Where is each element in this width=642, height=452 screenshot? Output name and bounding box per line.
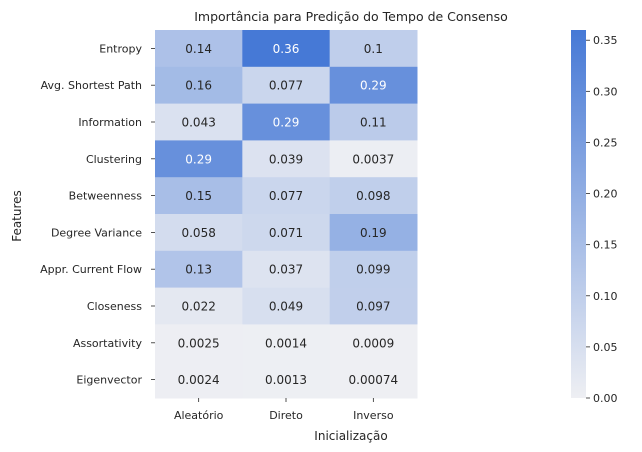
heatmap-cell [155,361,243,399]
heatmap-cell [329,177,418,215]
heatmap-cell [242,30,331,68]
cell-value-label: 0.1 [364,42,383,56]
cell-value-label: 0.039 [269,152,303,166]
heatmap-cell [242,103,331,141]
cell-value-label: 0.29 [273,116,300,130]
cell-value-label: 0.0009 [352,336,394,350]
heatmap-cell [329,214,418,252]
cell-value-label: 0.16 [185,79,212,93]
colorbar-tick-label: 0.30 [593,85,618,98]
cell-value-label: 0.077 [269,189,303,203]
x-tick-labels: Aleatório Direto Inverso [174,398,394,422]
colorbar-tick-label: 0.25 [593,136,618,149]
cell-value-label: 0.022 [181,300,215,314]
heatmap-cell [329,140,418,178]
cell-value-label: 0.29 [185,152,212,166]
y-tick-label: Entropy [99,42,142,55]
cell-value-label: 0.14 [185,42,212,56]
x-tick-label: Inverso [353,409,394,422]
heatmap-cell [242,66,331,105]
heatmap-cell [155,177,243,215]
colorbar-ticks: 0.00 0.05 0.10 0.15 0.20 0.25 0.30 0.35 [586,34,618,405]
heatmap-cell [242,214,331,252]
heatmap-cell [329,287,418,325]
y-tick-labels: Entropy Avg. Shortest Path Information Clus… [40,42,155,387]
cell-value-label: 0.043 [181,116,215,130]
cell-value-label: 0.11 [360,116,387,130]
cell-value-label: 0.049 [269,300,303,314]
heatmap-cell [242,287,331,325]
heatmap-cell [329,30,418,68]
y-tick-label: Clustering [86,153,142,166]
cell-value-label: 0.19 [360,226,387,240]
colorbar-tick-label: 0.15 [593,239,618,252]
cell-value-label: 0.0013 [265,373,307,387]
colorbar-tick-label: 0.35 [593,34,618,47]
y-tick-label: Avg. Shortest Path [41,79,142,92]
heatmap-cell [155,250,243,289]
cell-value-label: 0.0024 [178,373,220,387]
y-tick-label: Information [78,116,142,129]
y-tick-label: Appr. Current Flow [40,263,142,276]
colorbar-tick-label: 0.20 [593,188,618,201]
cell-value-label: 0.0014 [265,336,307,350]
heatmap-cell [155,324,243,362]
heatmap-cell [329,66,418,105]
y-tick-label: Betweenness [69,190,143,203]
heatmap-cell [242,361,331,399]
y-tick-label: Closeness [87,300,142,313]
cell-value-label: 0.15 [185,189,212,203]
cell-value-label: 0.00074 [349,373,399,387]
heatmap-cell [329,103,418,141]
x-axis-label: Inicialização [314,429,387,443]
heatmap-cell [155,214,243,252]
heatmap-cell [155,287,243,325]
cell-value-label: 0.0025 [178,336,220,350]
cell-value-label: 0.037 [269,263,303,277]
cell-value-label: 0.13 [185,263,212,277]
cell-value-label: 0.0037 [352,152,394,166]
x-tick-label: Direto [269,409,303,422]
colorbar-tick-label: 0.00 [593,392,618,405]
heatmap-cell [329,361,418,399]
heatmap-cell [155,140,243,178]
heatmap-cell [242,250,331,289]
chart-title: Importância para Predição do Tempo de Co… [194,9,508,24]
heatmap-cells: 0.14 0.36 0.1 0.16 0.077 0.29 0.043 0.29 0.11 0.2… [155,30,418,399]
y-tick-label: Eigenvector [76,374,142,387]
y-tick-label: Degree Variance [51,226,142,239]
cell-value-label: 0.071 [269,226,303,240]
colorbar [571,30,586,398]
cell-value-label: 0.097 [356,300,390,314]
heatmap-cell [155,103,243,141]
heatmap-cell [242,324,331,362]
cell-value-label: 0.098 [356,189,390,203]
x-tick-label: Aleatório [174,409,224,422]
y-tick-label: Assortativity [73,337,143,350]
cell-value-label: 0.29 [360,79,387,93]
heatmap-cell [329,250,418,289]
heatmap-cell [155,66,243,105]
cell-value-label: 0.099 [356,263,390,277]
cell-value-label: 0.058 [181,226,215,240]
heatmap-cell [242,140,331,178]
y-axis-label: Features [10,190,24,242]
heatmap-cell [329,324,418,362]
heatmap-cell [242,177,331,215]
cell-value-label: 0.077 [269,79,303,93]
heatmap-cell [155,30,243,68]
colorbar-tick-label: 0.10 [593,290,618,303]
colorbar-tick-label: 0.05 [593,341,618,354]
cell-value-label: 0.36 [273,42,300,56]
